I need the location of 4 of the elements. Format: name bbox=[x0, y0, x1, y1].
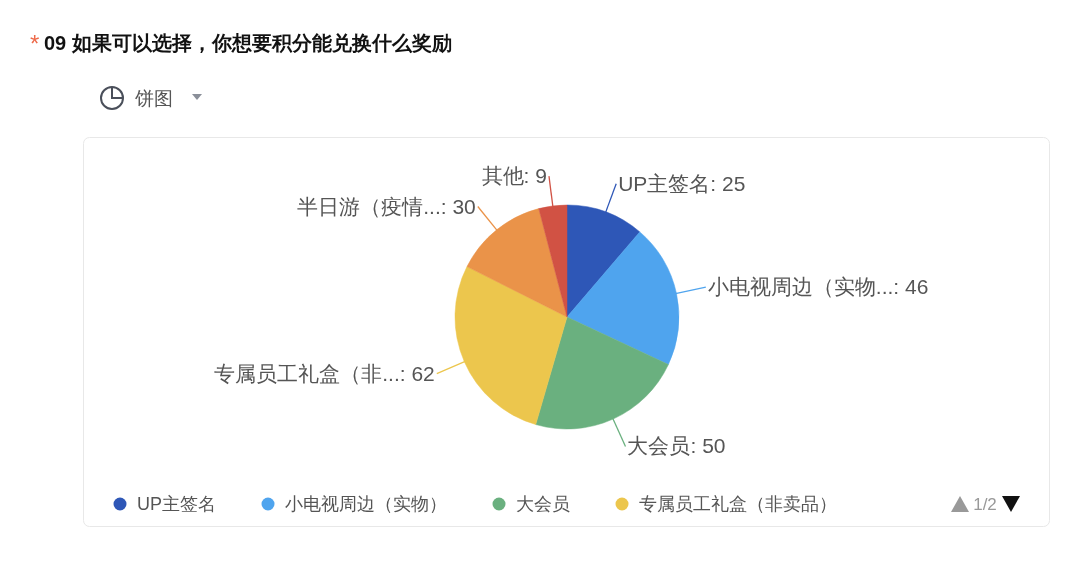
annotation: 1/2 bbox=[973, 495, 997, 514]
title: 09 如果可以选择，你想要积分能兑换什么奖励 bbox=[44, 32, 452, 54]
annotation: 饼图 bbox=[135, 88, 173, 109]
annotation: * bbox=[30, 30, 40, 57]
